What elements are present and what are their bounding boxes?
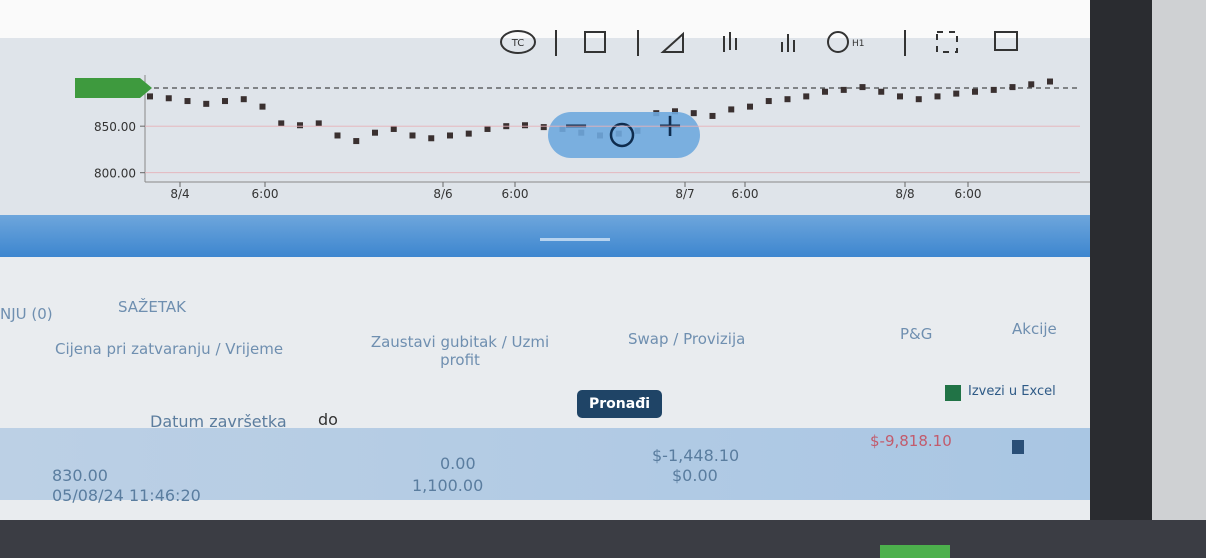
candle: [372, 130, 378, 136]
candle: [747, 104, 753, 110]
bottom-edge: [0, 520, 1206, 558]
x-tick-label: 6:00: [732, 187, 759, 201]
candle: [878, 89, 884, 95]
bar-icon[interactable]: [782, 34, 794, 52]
bottom-indicator: [880, 545, 950, 558]
fullscreen-icon[interactable]: [937, 32, 957, 52]
candle: [691, 110, 697, 116]
candle: [1047, 79, 1053, 85]
splitter-handle: [540, 238, 610, 241]
pnl: $-9,818.10: [870, 432, 952, 450]
window-icon[interactable]: [995, 32, 1017, 50]
layout-icon[interactable]: [585, 32, 605, 52]
candle: [541, 124, 547, 130]
candle: [316, 120, 322, 126]
x-tick-label: 6:00: [252, 187, 279, 201]
column-header: Akcije: [1012, 320, 1057, 338]
tab[interactable]: SAŽETAK: [118, 298, 186, 316]
column-header: P&G: [900, 325, 932, 343]
x-tick-label: 6:00: [955, 187, 982, 201]
candle: [728, 106, 734, 112]
zoom-out[interactable]: −: [563, 106, 590, 144]
draw-icon[interactable]: [663, 34, 683, 52]
candle: [766, 98, 772, 104]
current-price-tag: [75, 78, 152, 98]
zoom-in[interactable]: +: [657, 106, 684, 144]
timeframe-label: H1: [852, 39, 865, 49]
toolbar: [501, 30, 1017, 56]
candle: [897, 93, 903, 99]
commission: $0.00: [672, 466, 718, 485]
x-tick-label: 8/7: [675, 187, 694, 201]
candle: [391, 126, 397, 132]
screen: TC H1 − + 850.00 800.00 8/4 6:00 8/6 6:00 8/7 6…: [0, 0, 1206, 558]
candle: [860, 84, 866, 90]
candle: [991, 87, 997, 93]
x-tick-label: 6:00: [502, 187, 529, 201]
stop-loss: 0.00: [440, 454, 476, 473]
action-icon[interactable]: [1012, 440, 1024, 454]
candle: [241, 96, 247, 102]
chart: TC H1 − + 850.00 800.00 8/4 6:00 8/6 6:00 8/7 6…: [0, 0, 1090, 215]
column-header: Cijena pri zatvaranju / Vrijeme: [55, 340, 295, 358]
export-link[interactable]: Izvezi u Excel: [968, 384, 1056, 399]
candle: [260, 104, 266, 110]
candle: [1010, 84, 1016, 90]
candle-icon[interactable]: [724, 32, 736, 52]
column-header: Swap / Provizija: [628, 330, 745, 348]
filter-to: do: [318, 410, 338, 429]
candle: [972, 89, 978, 95]
x-tick-label: 8/4: [170, 187, 189, 201]
candle: [447, 132, 453, 138]
candle: [166, 95, 172, 101]
swap: $-1,448.10: [652, 446, 739, 465]
candle: [785, 96, 791, 102]
candle: [822, 89, 828, 95]
tc-label: TC: [511, 38, 525, 49]
excel-icon: [945, 385, 961, 401]
candle: [953, 91, 959, 97]
candle: [278, 120, 284, 126]
candle: [935, 93, 941, 99]
y-tick-label: 850.00: [94, 120, 136, 134]
candle: [466, 131, 472, 137]
timeframe-icon[interactable]: [828, 32, 848, 52]
candle: [147, 93, 153, 99]
candle: [297, 122, 303, 128]
candle: [1028, 81, 1034, 87]
search-button[interactable]: Pronađi: [577, 390, 662, 418]
bezel: [1090, 0, 1152, 520]
candle: [203, 101, 209, 107]
candle: [410, 132, 416, 138]
close-time: 05/08/24 11:46:20: [52, 486, 201, 505]
candle: [710, 113, 716, 119]
y-tick-label: 800.00: [94, 167, 136, 181]
take-profit: 1,100.00: [412, 476, 483, 495]
close-price: 830.00: [52, 466, 108, 485]
x-tick-label: 8/6: [433, 187, 452, 201]
background: [1152, 0, 1206, 520]
candle: [485, 126, 491, 132]
splitter: [0, 215, 1090, 257]
candle: [428, 135, 434, 141]
x-tick-label: 8/8: [895, 187, 914, 201]
tab[interactable]: NJU (0): [0, 305, 53, 323]
candle: [522, 122, 528, 128]
candle: [185, 98, 191, 104]
candle: [222, 98, 228, 104]
candle: [335, 132, 341, 138]
candle: [803, 93, 809, 99]
candle: [841, 87, 847, 93]
column-header: Zaustavi gubitak / Uzmi profit: [355, 333, 565, 369]
candle: [916, 96, 922, 102]
candle: [353, 138, 359, 144]
